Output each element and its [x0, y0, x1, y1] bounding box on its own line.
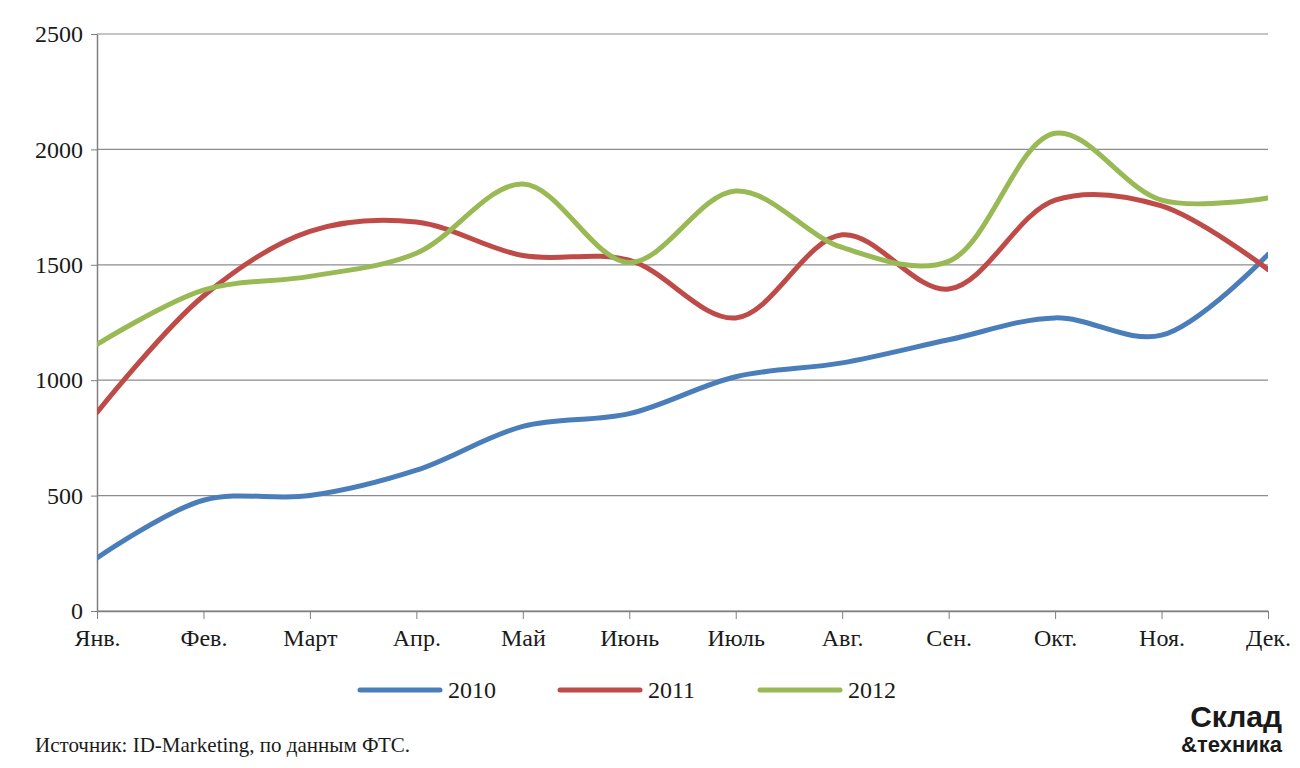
x-tick-mark: [203, 611, 204, 619]
legend-item: 2011: [560, 677, 695, 703]
y-tick: 2500: [35, 21, 97, 47]
x-tick: Окт.: [1034, 611, 1077, 651]
x-tick-mark: [1162, 611, 1163, 619]
legend: 2010 2011 2012: [360, 677, 896, 703]
legend-swatch: [360, 688, 440, 693]
y-tick-mark: [91, 496, 97, 497]
y-tick-mark: [91, 611, 97, 612]
y-tick-mark: [91, 380, 97, 381]
x-tick-label: Ноя.: [1139, 625, 1185, 651]
x-tick-label: Июнь: [600, 625, 659, 651]
x-tick: Дек.: [1246, 611, 1291, 651]
x-tick-mark: [1268, 611, 1269, 619]
x-tick-mark: [629, 611, 630, 619]
x-tick: Ноя.: [1139, 611, 1185, 651]
legend-item: 2012: [760, 677, 896, 703]
x-tick: Июнь: [600, 611, 659, 651]
legend-swatch: [760, 688, 840, 693]
x-tick: Сен.: [926, 611, 972, 651]
x-axis: Янв. Фев. Март Апр. Май Июнь Июль Авг. Сен. Окт. Н…: [74, 611, 1291, 651]
x-tick: Авг.: [822, 611, 864, 651]
x-tick-label: Дек.: [1246, 625, 1291, 651]
grid-line: [97, 610, 1268, 611]
x-tick-mark: [523, 611, 524, 619]
x-tick-mark: [97, 611, 98, 619]
grid-line: [97, 33, 1268, 34]
y-tick-mark: [91, 265, 97, 266]
legend-label: 2012: [848, 677, 896, 703]
x-tick-mark: [949, 611, 950, 619]
y-tick: 2000: [35, 137, 97, 163]
grid-line: [97, 380, 1268, 381]
x-tick-mark: [416, 611, 417, 619]
watermark: Склад&техника: [1181, 700, 1283, 757]
y-tick: 500: [47, 483, 97, 509]
grid: [97, 34, 1268, 611]
y-axis: 0 500 1000 1500 2000 2500: [35, 21, 98, 624]
line-2010: [97, 254, 1268, 558]
x-tick-label: Май: [501, 625, 546, 651]
legend-label: 2010: [448, 677, 496, 703]
watermark-text: Склад: [1190, 700, 1282, 733]
x-tick-mark: [1055, 611, 1056, 619]
legend-label: 2011: [648, 677, 695, 703]
y-tick: 0: [71, 598, 97, 624]
y-tick-mark: [91, 34, 97, 35]
line-2012: [97, 133, 1268, 345]
x-tick-label: Окт.: [1034, 625, 1077, 651]
x-tick-label: Июль: [707, 625, 765, 651]
x-tick-label: Апр.: [393, 625, 441, 651]
x-tick-label: Сен.: [926, 625, 972, 651]
x-tick-label: Фев.: [180, 625, 227, 651]
chart: 0 500 1000 1500 2000 2500 Янв. Фев. Март Апр. Май И…: [0, 0, 1300, 768]
y-tick-label: 2500: [35, 21, 83, 47]
x-axis-line: [98, 611, 1269, 613]
x-tick: Янв.: [74, 611, 120, 651]
y-tick-label: 0: [71, 598, 83, 624]
x-tick-mark: [842, 611, 843, 619]
x-tick: Июль: [707, 611, 765, 651]
y-tick: 1500: [35, 252, 97, 278]
y-tick: 1000: [35, 367, 97, 393]
y-tick-label: 1000: [35, 367, 83, 393]
series-lines: [97, 133, 1268, 558]
y-axis-line: [97, 35, 99, 612]
x-tick: Апр.: [393, 611, 441, 651]
x-tick-mark: [736, 611, 737, 619]
x-tick: Март: [283, 611, 338, 651]
x-tick-label: Март: [283, 625, 338, 651]
y-tick-label: 2000: [35, 137, 83, 163]
x-tick-label: Янв.: [74, 625, 120, 651]
x-tick: Май: [501, 611, 546, 651]
legend-swatch: [560, 688, 640, 693]
y-tick-label: 500: [47, 483, 83, 509]
x-tick-label: Авг.: [822, 625, 864, 651]
watermark-text: &техника: [1181, 732, 1283, 757]
x-tick: Фев.: [180, 611, 227, 651]
grid-line: [97, 264, 1268, 265]
y-tick-mark: [91, 149, 97, 150]
source-note: Источник: ID-Marketing, по данным ФТС.: [35, 733, 410, 757]
y-tick-label: 1500: [35, 252, 83, 278]
x-tick-mark: [310, 611, 311, 619]
plot: 0 500 1000 1500 2000 2500 Янв. Фев. Март Апр. Май И…: [35, 21, 1291, 651]
legend-item: 2010: [360, 677, 496, 703]
